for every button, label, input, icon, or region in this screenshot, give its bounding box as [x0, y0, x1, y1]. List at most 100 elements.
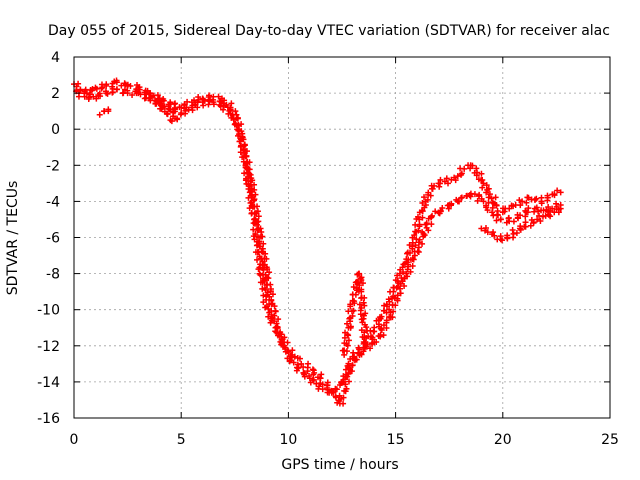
data-point-fill: [264, 289, 271, 296]
data-point-fill: [124, 87, 131, 94]
data-point-fill: [353, 356, 360, 363]
data-point-fill: [282, 348, 289, 355]
data-point-fill: [401, 274, 408, 281]
data-point-fill: [419, 214, 426, 221]
y-tick-label: 2: [51, 86, 60, 102]
data-point-fill: [317, 375, 324, 382]
data-point-fill: [344, 320, 351, 327]
data-point-fill: [152, 97, 159, 104]
data-point-fill: [425, 227, 432, 234]
data-point-fill: [245, 194, 252, 201]
data-point-fill: [255, 266, 262, 273]
data-point-fill: [181, 105, 188, 112]
data-point-fill: [478, 170, 485, 177]
data-point-fill: [415, 244, 422, 251]
data-point: [158, 97, 165, 104]
data-point-fill: [405, 261, 412, 268]
x-axis-label: GPS time / hours: [281, 457, 398, 473]
data-point-fill: [285, 349, 292, 356]
data-point-fill: [373, 338, 380, 345]
data-point-fill: [225, 110, 232, 117]
data-point-fill: [522, 213, 529, 220]
data-point-fill: [136, 84, 143, 91]
data-point-fill: [349, 291, 356, 298]
data-point-fill: [259, 233, 266, 240]
data-point-fill: [443, 175, 450, 182]
data-point-fill: [286, 358, 293, 365]
data-point-fill: [259, 285, 266, 292]
data-point-fill: [296, 355, 303, 362]
data-point-fill: [272, 308, 279, 315]
data-point-fill: [404, 249, 411, 256]
data-point-fill: [113, 86, 120, 93]
data-point: [362, 342, 369, 349]
series-secondary-band: [73, 85, 564, 396]
data-point-fill: [359, 334, 366, 341]
series-spike-13h: [339, 270, 371, 358]
data-point-fill: [419, 240, 426, 247]
data-point-fill: [533, 204, 540, 211]
data-point-fill: [389, 302, 396, 309]
data-point-fill: [501, 208, 508, 215]
data-point-fill: [346, 315, 353, 322]
series-late-low-segment: [478, 205, 564, 244]
data-point-fill: [143, 91, 150, 98]
data-point-fill: [246, 159, 253, 166]
data-point: [557, 189, 564, 196]
data-point-fill: [383, 301, 390, 308]
data-point-fill: [97, 93, 104, 100]
data-point-fill: [414, 248, 421, 255]
data-point-fill: [431, 182, 438, 189]
data-point-fill: [129, 91, 136, 98]
data-point-fill: [414, 213, 421, 220]
data-point: [510, 230, 517, 237]
data-point-fill: [235, 132, 242, 139]
data-point-fill: [271, 303, 278, 310]
data-point-fill: [458, 171, 465, 178]
data-point-fill: [252, 191, 259, 198]
data-point-fill: [113, 77, 120, 84]
data-point: [454, 173, 461, 180]
data-point-fill: [533, 195, 540, 202]
data-point-fill: [354, 271, 361, 278]
data-point-fill: [316, 383, 323, 390]
data-point-fill: [251, 181, 258, 188]
data-point-fill: [251, 236, 258, 243]
y-tick-label: -10: [37, 303, 60, 319]
data-point-fill: [545, 211, 552, 218]
data-point-fill: [425, 191, 432, 198]
data-point-fill: [104, 90, 111, 97]
data-point-fill: [340, 373, 347, 380]
data-point-fill: [340, 400, 347, 407]
data-point-fill: [423, 220, 430, 227]
data-point-fill: [412, 228, 419, 235]
data-point-fill: [380, 322, 387, 329]
data-point-fill: [553, 200, 560, 207]
data-point-fill: [249, 203, 256, 210]
y-tick-label: 4: [51, 50, 60, 66]
data-point: [81, 93, 88, 100]
data-point-fill: [490, 229, 497, 236]
data-point-fill: [358, 305, 365, 312]
data-point-fill: [238, 142, 245, 149]
data-point: [229, 111, 236, 118]
y-tick-label: -4: [46, 194, 60, 210]
data-point-fill: [493, 202, 500, 209]
data-point: [484, 229, 491, 236]
data-point-fill: [385, 296, 392, 303]
data-point-fill: [154, 92, 161, 99]
data-point-fill: [75, 93, 82, 100]
data-point-fill: [555, 209, 562, 216]
data-point-fill: [246, 205, 253, 212]
data-point-fill: [210, 101, 217, 108]
data-point-fill: [255, 213, 262, 220]
data-point-fill: [170, 109, 177, 116]
data-point-fill: [307, 379, 314, 386]
data-point-fill: [394, 297, 401, 304]
data-point-fill: [254, 249, 261, 256]
data-point-fill: [361, 345, 368, 352]
series-early-dip: [96, 97, 181, 125]
data-point-fill: [415, 239, 422, 246]
data-point: [298, 360, 305, 367]
